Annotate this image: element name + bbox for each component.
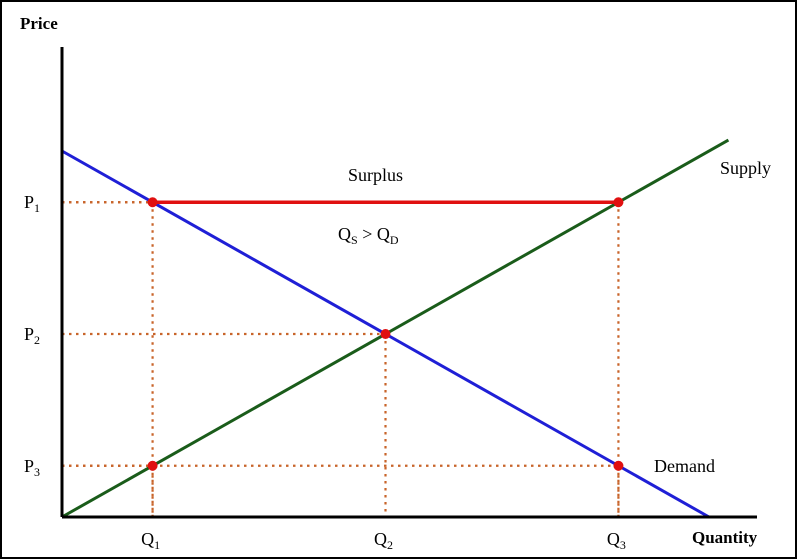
points-layer [147, 197, 624, 471]
axes [60, 47, 757, 519]
surplus-condition: QS > QD [338, 224, 399, 247]
x-axis-title: Quantity [692, 528, 758, 547]
price-tick-label-3: P3 [24, 456, 40, 479]
series-line-supply [61, 138, 730, 519]
quantity-tick-label-2: Q2 [374, 529, 393, 552]
intersection-point-5 [613, 460, 624, 471]
price-tick-label-2: P2 [24, 324, 40, 347]
price-tick-label-1: P1 [24, 192, 40, 215]
quantity-tick-label-3: Q3 [607, 529, 626, 552]
labels-layer: Price Quantity Supply Demand Surplus QS … [20, 14, 771, 547]
intersection-point-4 [147, 460, 158, 471]
series-layer [61, 138, 730, 519]
series-label-demand: Demand [654, 456, 715, 476]
surplus-label: Surplus [348, 165, 403, 185]
intersection-point-3 [380, 329, 391, 339]
ticks-layer: P1 P2 P3 Q1 Q2 Q3 [24, 192, 626, 552]
y-axis-title: Price [20, 14, 58, 33]
intersection-point-2 [613, 197, 624, 208]
intersection-point-1 [147, 197, 158, 208]
quantity-tick-label-1: Q1 [141, 529, 160, 552]
series-label-supply: Supply [720, 158, 771, 178]
